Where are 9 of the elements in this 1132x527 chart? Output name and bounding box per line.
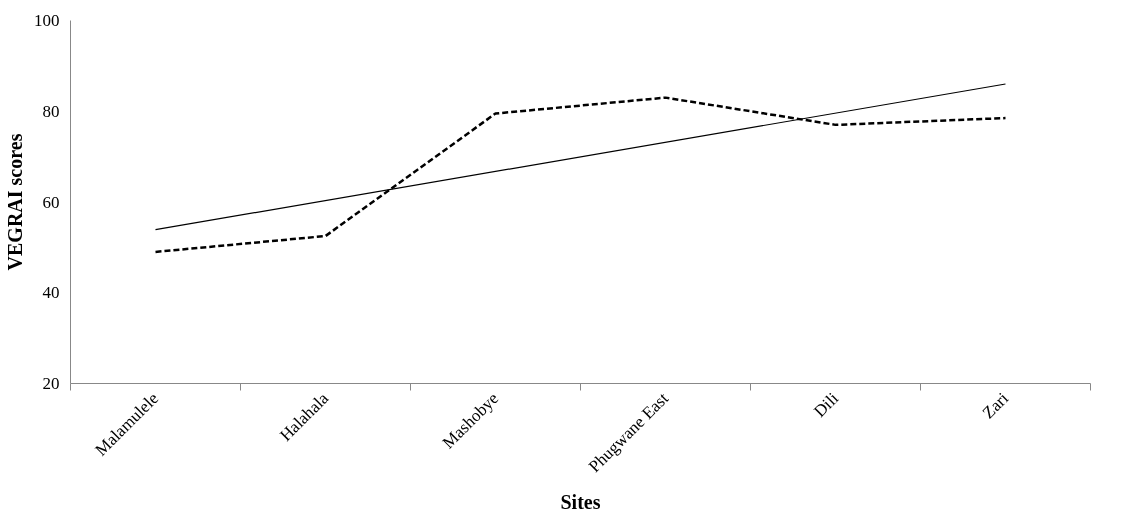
y-tick-label: 20 xyxy=(42,374,60,393)
y-tick-label: 40 xyxy=(42,283,60,303)
x-tick-label: Dili xyxy=(810,388,843,421)
y-tick-label: 60 xyxy=(42,192,60,212)
x-axis-title: Sites xyxy=(560,490,601,513)
y-axis-title: VEGRAI scores xyxy=(4,133,26,271)
y-tick-label: 100 xyxy=(34,11,60,30)
y-tick-label: 80 xyxy=(42,101,60,121)
x-tick-label: Zari xyxy=(978,388,1013,423)
